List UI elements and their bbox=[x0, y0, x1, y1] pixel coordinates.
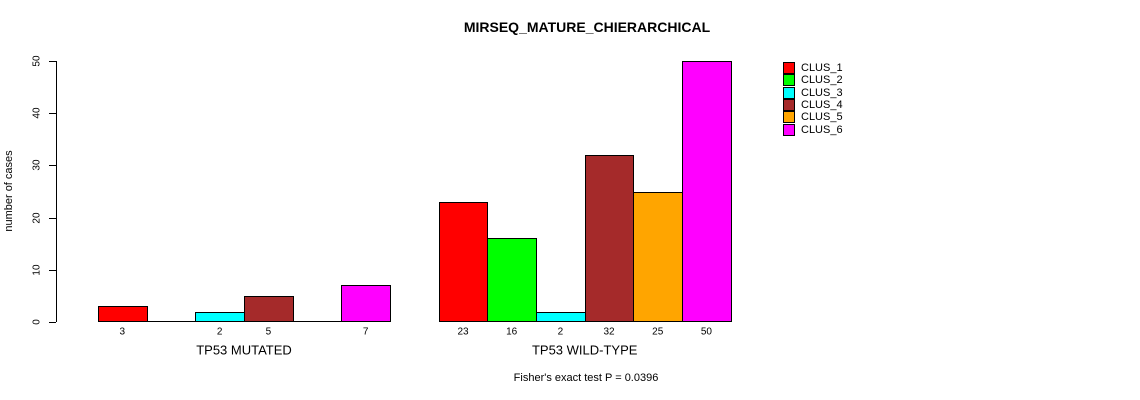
legend-item-clus_1: CLUS_1 bbox=[783, 62, 843, 75]
bar-clus_3 bbox=[195, 311, 245, 322]
y-tick-mark bbox=[49, 113, 56, 115]
group-label-tp53-wild-type: TP53 WILD-TYPE bbox=[531, 342, 638, 358]
y-tick-label: 10 bbox=[31, 264, 43, 276]
y-tick-label: 50 bbox=[31, 55, 43, 67]
bar-value-label: 5 bbox=[265, 326, 272, 338]
legend-swatch-icon bbox=[783, 62, 795, 75]
y-tick-label: 20 bbox=[31, 212, 43, 224]
legend-item-clus_6: CLUS_6 bbox=[783, 123, 843, 136]
group-label-tp53-mutated: TP53 MUTATED bbox=[196, 342, 292, 358]
legend-item-clus_3: CLUS_3 bbox=[783, 86, 843, 99]
y-tick-mark bbox=[49, 269, 56, 271]
bar-value-label: 2 bbox=[557, 326, 564, 338]
chart-title: MIRSEQ_MATURE_CHIERARCHICAL bbox=[463, 19, 711, 35]
bar-clus_1 bbox=[438, 201, 489, 322]
bar-clus_1 bbox=[98, 306, 148, 322]
bar-value-label: 25 bbox=[652, 326, 664, 338]
legend-item-clus_2: CLUS_2 bbox=[783, 74, 843, 87]
bar-clus_6 bbox=[682, 61, 732, 322]
y-axis-label: number of cases bbox=[3, 150, 15, 232]
y-tick-mark bbox=[49, 61, 56, 62]
bar-value-label: 32 bbox=[603, 326, 615, 338]
bar-clus_3 bbox=[536, 311, 586, 322]
bar-value-label: 16 bbox=[506, 326, 518, 338]
legend-item-clus_4: CLUS_4 bbox=[783, 99, 843, 112]
legend-label: CLUS_4 bbox=[801, 99, 843, 112]
legend-swatch-icon bbox=[783, 99, 795, 112]
legend-swatch-icon bbox=[783, 111, 795, 124]
legend: CLUS_1 CLUS_2 CLUS_3 CLUS_4 CLUS_5 CLUS_6 bbox=[783, 62, 843, 136]
legend-swatch-icon bbox=[783, 86, 795, 99]
bar-clus_4 bbox=[244, 295, 294, 322]
legend-label: CLUS_5 bbox=[801, 111, 843, 124]
bar-clus_2 bbox=[487, 238, 538, 322]
bar-value-label: 2 bbox=[216, 326, 223, 338]
legend-label: CLUS_1 bbox=[801, 62, 843, 75]
bar-value-label: 23 bbox=[457, 326, 469, 338]
bar-value-label: 50 bbox=[700, 326, 712, 338]
legend-label: CLUS_2 bbox=[801, 74, 843, 87]
bar-clus_5 bbox=[633, 191, 684, 322]
legend-label: CLUS_3 bbox=[801, 86, 843, 99]
legend-swatch-icon bbox=[783, 123, 795, 136]
y-tick-mark bbox=[49, 217, 56, 219]
y-tick-mark bbox=[49, 165, 56, 167]
bar-value-label: 3 bbox=[119, 326, 126, 338]
bar-clus_4 bbox=[584, 154, 635, 322]
y-axis-line bbox=[56, 61, 57, 322]
footer-annotation: Fisher's exact test P = 0.0396 bbox=[513, 372, 659, 384]
y-tick-label: 40 bbox=[31, 107, 43, 119]
y-tick-mark bbox=[49, 322, 56, 323]
bar-clus_6 bbox=[341, 285, 391, 322]
legend-item-clus_5: CLUS_5 bbox=[783, 111, 843, 124]
bar-value-label: 7 bbox=[362, 326, 369, 338]
y-tick-label: 30 bbox=[31, 159, 43, 171]
y-tick-label: 0 bbox=[31, 319, 43, 325]
legend-swatch-icon bbox=[783, 74, 795, 87]
legend-label: CLUS_6 bbox=[801, 123, 843, 136]
